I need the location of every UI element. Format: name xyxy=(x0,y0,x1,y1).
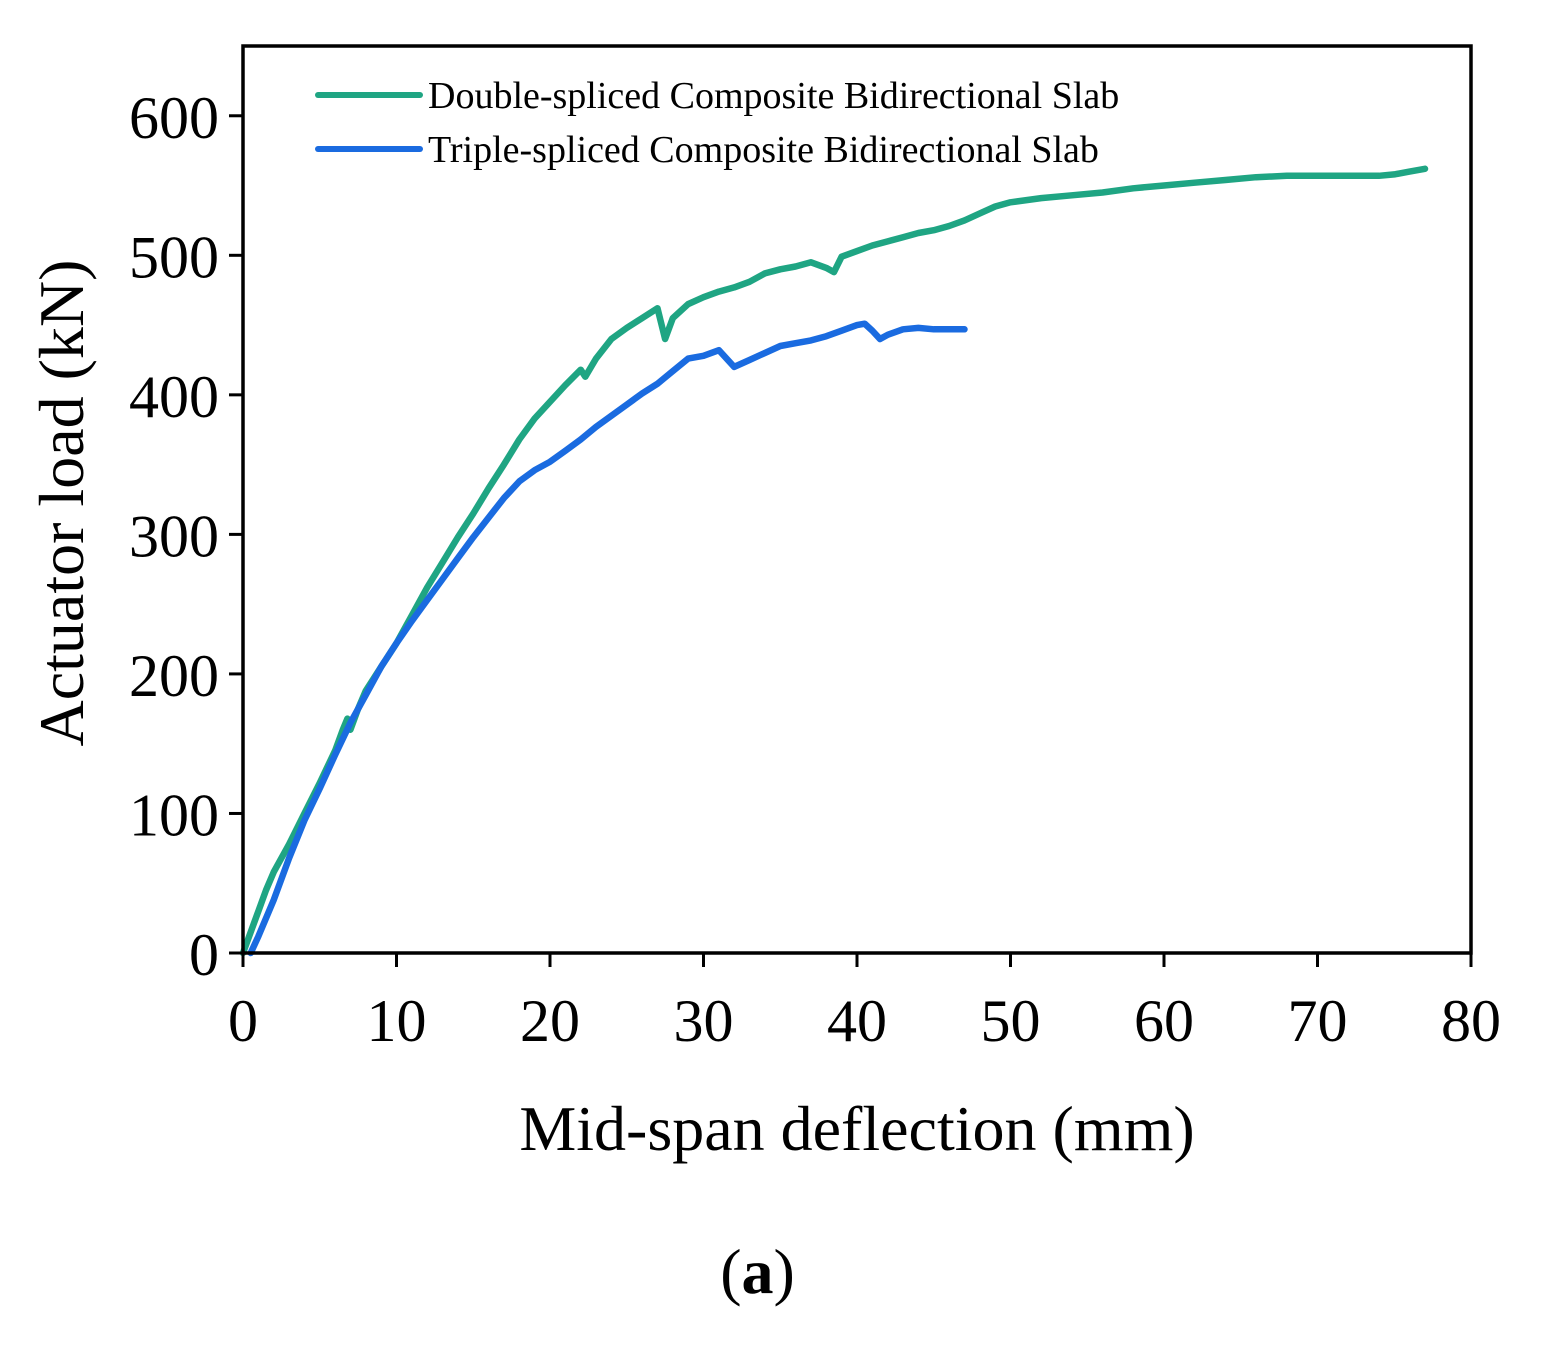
x-tick-label: 60 xyxy=(1134,988,1194,1054)
x-tick-label: 70 xyxy=(1288,988,1348,1054)
x-tick-label: 20 xyxy=(520,988,580,1054)
legend: Double-spliced Composite Bidirectional S… xyxy=(315,75,1119,171)
y-tick-label: 0 xyxy=(189,922,219,988)
y-tick-label: 600 xyxy=(129,85,219,151)
x-tick-label: 10 xyxy=(367,988,427,1054)
plot-frame xyxy=(241,44,1473,955)
x-tick-label: 30 xyxy=(674,988,734,1054)
y-tick-label: 200 xyxy=(129,643,219,709)
figure-caption: (a) xyxy=(0,1235,1515,1309)
series-layer xyxy=(239,165,1429,957)
series-line-triple-spliced xyxy=(247,320,968,957)
legend-label-triple: Triple-spliced Composite Bidirectional S… xyxy=(428,129,1099,171)
x-tick-label: 80 xyxy=(1441,988,1501,1054)
legend-label-double: Double-spliced Composite Bidirectional S… xyxy=(428,75,1119,117)
y-tick-label: 100 xyxy=(129,782,219,848)
x-axis-title: Mid-span deflection (mm) xyxy=(519,1093,1194,1164)
y-axis-title: Actuator load (kN) xyxy=(26,260,97,747)
series-line-double-spliced xyxy=(239,165,1429,957)
y-tick-label: 300 xyxy=(129,503,219,569)
y-tick-label: 400 xyxy=(129,364,219,430)
x-tick-label: 50 xyxy=(981,988,1041,1054)
x-tick-label: 0 xyxy=(228,988,258,1054)
axis-layer: 0 10 20 30 40 50 60 70 80 0 100 200 300 400 500 600 xyxy=(129,85,1501,1054)
caption-open-paren: ( xyxy=(720,1236,742,1307)
x-tick-label: 40 xyxy=(827,988,887,1054)
caption-letter: a xyxy=(741,1236,774,1307)
y-tick-label: 500 xyxy=(129,224,219,290)
caption-close-paren: ) xyxy=(773,1236,795,1307)
